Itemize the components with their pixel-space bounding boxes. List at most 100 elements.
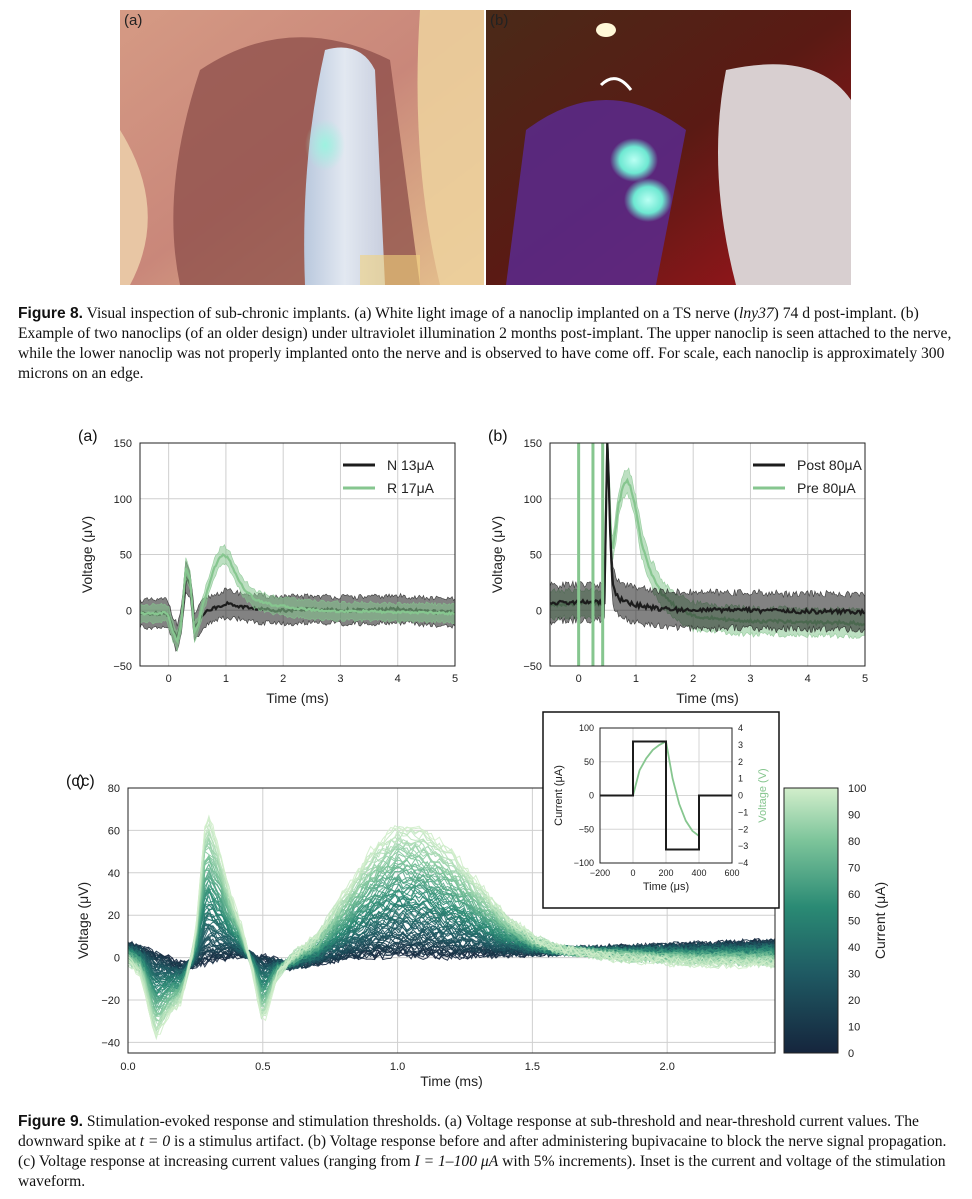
colorbar-tick-label: 0 [848, 1048, 854, 1060]
plot-frame [127, 787, 776, 1054]
x-axis-label: Time (ms) [420, 1073, 482, 1089]
figure-9-caption: Figure 9. Stimulation-evoked response an… [18, 1112, 958, 1192]
x-tick-label: 1 [223, 673, 229, 685]
plot-content [128, 814, 775, 1041]
panel-label: (b) [488, 428, 508, 445]
y-tick-label: −50 [113, 661, 132, 673]
inset-y-right-tick-label: −1 [738, 807, 748, 817]
chart-panel-b: 0 1 2 3 4 5 −50 0 50 100 150 Time (ms) Voltage (μV) (… [488, 428, 868, 706]
y-tick-label: 80 [108, 783, 120, 795]
current-trace [128, 818, 775, 1036]
plot-content [550, 443, 865, 666]
figure-9-caption-text-3: with 5% increments). Inset is the curren… [18, 1153, 946, 1190]
colorbar-tick-label: 40 [848, 942, 860, 954]
x-tick-label: 1 [633, 673, 639, 685]
y-tick-label: 100 [114, 494, 132, 506]
inset-plot-frame [599, 727, 733, 864]
x-tick-label: 5 [452, 673, 458, 685]
colorbar-tick-label: 100 [848, 783, 866, 795]
figure-9-caption-math-1: t = 0 [139, 1133, 171, 1150]
inset-y-left-tick-label: 100 [579, 723, 594, 733]
y-tick-label: 0 [126, 605, 132, 617]
inset-y-right-tick-label: −4 [738, 858, 748, 868]
y-tick-label: 40 [108, 868, 120, 880]
chart-inset-waveform: −200 0 200 400 600 −100 −50 0 50 100 −4 −3 −2 −1 0 1 2 3 4… [542, 711, 780, 909]
inset-y-left-tick-label: −50 [579, 824, 594, 834]
y-tick-label: −20 [101, 995, 120, 1007]
inset-voltage-line [600, 740, 732, 838]
colorbar-tick-label: 70 [848, 863, 860, 875]
colorbar-tick-label: 20 [848, 995, 860, 1007]
inset-y-left-tick-label: 0 [589, 791, 594, 801]
x-tick-label: 3 [747, 673, 753, 685]
inset-y-left-tick-label: 50 [584, 757, 594, 767]
inset-y-right-tick-label: −3 [738, 841, 748, 851]
inset-y-right-tick-label: 2 [738, 757, 743, 767]
colorbar-tick-label: 80 [848, 836, 860, 848]
y-tick-label: 60 [108, 825, 120, 837]
nanoclip-uv-photo: (b) [486, 10, 851, 285]
figure-8-caption-text-1: Visual inspection of sub-chronic implant… [83, 305, 740, 322]
inset-y-right-tick-label: 4 [738, 723, 743, 733]
y-tick-label: 50 [120, 550, 132, 562]
inset-y-right-tick-label: 3 [738, 740, 743, 750]
inset-y-left-tick-label: −100 [574, 858, 594, 868]
legend-label: N 13μA [387, 457, 435, 473]
x-axis-label: Time (ms) [266, 690, 328, 706]
inset-x-tick-label: 200 [658, 868, 673, 878]
figure-8-label: Figure 8. [18, 305, 83, 322]
inset-x-tick-label: 0 [630, 868, 635, 878]
colorbar-tick-label: 60 [848, 889, 860, 901]
y-tick-label: −40 [101, 1037, 120, 1049]
colorbar-label: Current (μA) [872, 882, 888, 959]
x-tick-label: 4 [805, 673, 811, 685]
inset-current-line [600, 740, 732, 851]
x-tick-label: 5 [862, 673, 868, 685]
colorbar-tick-label: 10 [848, 1022, 860, 1034]
colorbar [783, 787, 839, 1054]
legend-label: Post 80μA [797, 457, 863, 473]
x-tick-label: 2 [690, 673, 696, 685]
series-r-17ua-band [140, 543, 455, 652]
y-tick-label: 100 [524, 494, 542, 506]
plot-frame [549, 442, 866, 667]
y-axis-label: Voltage (μV) [489, 516, 505, 593]
legend-label: Pre 80μA [797, 480, 856, 496]
x-tick-label: 4 [395, 673, 401, 685]
colorbar-tick-label: 30 [848, 969, 860, 981]
inset-y-right-tick-label: 0 [738, 791, 743, 801]
y-tick-label: 0 [114, 953, 120, 965]
x-tick-label: 2 [280, 673, 286, 685]
x-tick-label: 3 [337, 673, 343, 685]
x-tick-label: 0.0 [120, 1061, 135, 1073]
y-tick-label: 150 [114, 438, 132, 450]
series-r-17ua-line [140, 552, 455, 644]
inset-y-left-label: Current (μA) [553, 765, 565, 826]
legend-label: R 17μA [387, 480, 435, 496]
figure-8-caption-text-2: ) 74 d post-implant. (b) Example of two … [18, 305, 952, 382]
figure-9-caption-text-2: is a stimulus artifact. (b) Voltage resp… [18, 1133, 947, 1170]
figure-8-caption-italic: lny37 [739, 305, 774, 322]
x-tick-label: 2.0 [660, 1061, 675, 1073]
x-tick-label: 1.5 [525, 1061, 540, 1073]
x-tick-label: 0 [166, 673, 172, 685]
y-tick-label: 0 [536, 605, 542, 617]
chart-panel-a: 0 1 2 3 4 5 −50 0 50 100 150 Time (ms) Voltage (μV) (… [78, 428, 458, 706]
x-tick-label: 1.0 [390, 1061, 405, 1073]
y-axis-label: Voltage (μV) [79, 516, 95, 593]
colorbar-tick-label: 90 [848, 810, 860, 822]
colorbar-tick-label: 50 [848, 916, 860, 928]
figure-8-caption: Figure 8. Visual inspection of sub-chron… [18, 304, 958, 384]
photo-panel-a-label: (a) [124, 12, 143, 29]
inset-x-axis-label: Time (μs) [643, 881, 689, 893]
y-tick-label: −50 [523, 661, 542, 673]
inset-y-right-tick-label: −2 [738, 824, 748, 834]
figure-9-caption-math-2: I = 1–100 μA [414, 1153, 499, 1170]
y-axis-label: Voltage (μV) [75, 882, 91, 959]
inset-x-tick-label: 600 [724, 868, 739, 878]
plot-content [140, 543, 455, 652]
figure-9-label: Figure 9. [18, 1113, 83, 1130]
plot-frame [139, 442, 456, 667]
series-post-80ua-band [550, 443, 865, 634]
